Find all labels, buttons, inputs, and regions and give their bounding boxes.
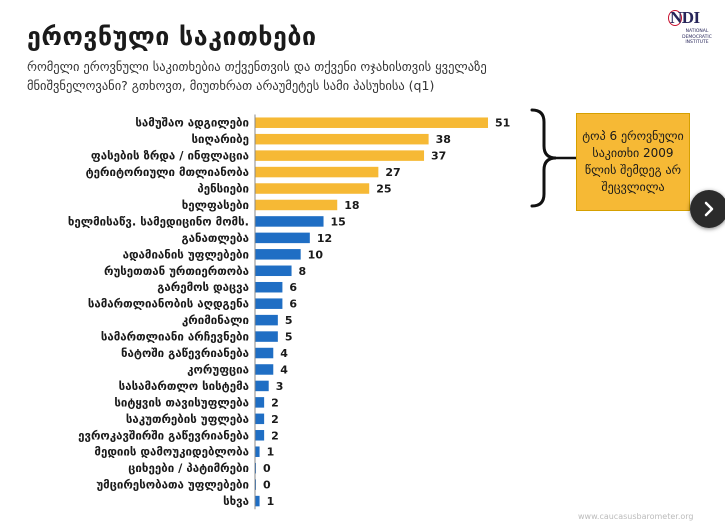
top6-brace <box>530 108 557 208</box>
data-label: 8 <box>299 265 307 278</box>
category-label: მედიის დამოუკიდებლობა <box>94 445 249 459</box>
bar <box>255 183 370 194</box>
category-label: სამუშაო ადგილები <box>135 116 249 130</box>
bar <box>255 133 429 145</box>
category-label: ევროკავშირში გაწევრიანება <box>78 428 249 442</box>
category-label: ადამიანის უფლებები <box>123 247 249 261</box>
category-label: ხელმისაწვ. სამედიცინო მომს. <box>68 214 249 228</box>
footer-url: www.caucasusbarometer.org <box>578 512 694 521</box>
bar <box>255 446 260 457</box>
category-label: უმცირესობათა უფლებები <box>96 478 249 492</box>
data-label: 5 <box>285 314 293 327</box>
bar <box>255 495 260 507</box>
bar <box>255 430 265 441</box>
data-label: 15 <box>331 215 346 228</box>
data-label: 5 <box>285 331 293 344</box>
note-box: ტოპ 6 ეროვნული საკითხი 2009 წლის შემდეგ … <box>576 113 690 211</box>
bar <box>255 249 301 260</box>
category-label: ციხეები / პატიმრები <box>128 461 249 475</box>
category-label: ნატოში გაწევრიანება <box>121 346 249 360</box>
category-label: კორუფცია <box>187 362 249 376</box>
bar <box>255 117 488 128</box>
next-slide-button[interactable] <box>690 190 725 228</box>
bar <box>255 281 283 293</box>
category-label: სამართლიანობის აღდგენა <box>88 297 249 311</box>
bar <box>255 265 292 277</box>
category-label: განათლება <box>181 231 249 245</box>
category-label: კრიმინალი <box>182 313 249 327</box>
data-label: 2 <box>271 429 279 442</box>
bar <box>255 347 274 359</box>
note-text: ტოპ 6 ეროვნული საკითხი 2009 წლის შემდეგ … <box>582 129 684 194</box>
data-label: 0 <box>263 479 271 492</box>
category-label: საკუთრების უფლება <box>126 412 249 426</box>
bar <box>255 216 324 227</box>
data-label: 4 <box>280 347 288 360</box>
data-label: 1 <box>267 446 275 459</box>
data-label: 38 <box>436 133 451 146</box>
logo-wordmark: NDI <box>670 8 700 27</box>
bar <box>255 232 310 244</box>
bar <box>255 314 278 326</box>
category-label: ტერიტორიული მთლიანობა <box>86 165 249 179</box>
data-label: 4 <box>280 363 288 376</box>
bar <box>255 150 425 161</box>
category-label: ხელფასები <box>182 198 249 212</box>
category-label: სასამართლო სისტემა <box>119 379 249 393</box>
bar <box>255 298 283 309</box>
category-label: სამართლიანი არჩევნები <box>101 330 249 344</box>
chevron-right-icon <box>704 201 714 217</box>
logo-subtext: NATIONAL DEMOCRATIC INSTITUTE <box>682 29 712 45</box>
bar <box>255 364 274 375</box>
data-label: 6 <box>289 281 297 294</box>
category-label: გარემოს დაცვა <box>157 280 249 294</box>
bar <box>255 331 278 342</box>
data-label: 3 <box>276 380 284 393</box>
data-label: 2 <box>271 396 279 409</box>
page-subtitle: რომელი ეროვნული საკითხებია თქვენთვის და … <box>27 59 487 93</box>
category-label: სიღარიბე <box>191 132 249 146</box>
data-label: 51 <box>495 117 510 130</box>
data-label: 6 <box>289 298 297 311</box>
data-label: 37 <box>431 150 446 163</box>
category-label: სიტყვის თავისუფლება <box>114 395 249 409</box>
data-label: 27 <box>385 166 400 179</box>
data-label: 1 <box>267 495 275 508</box>
ndi-logo: NDI NATIONAL DEMOCRATIC INSTITUTE <box>668 8 724 56</box>
data-label: 0 <box>263 462 271 475</box>
bar <box>255 413 265 425</box>
data-label: 10 <box>308 248 324 261</box>
category-label: სხვა <box>223 494 249 508</box>
data-label: 2 <box>271 413 279 426</box>
category-label: ფასების ზრდა / ინფლაცია <box>91 149 249 163</box>
bar <box>255 199 338 211</box>
category-label: რუსეთთან ურთიერთობა <box>104 264 249 278</box>
category-label: პენსიები <box>197 182 249 196</box>
page-title: ეროვნული საკითხები <box>27 22 317 51</box>
data-label: 12 <box>317 232 332 245</box>
bar <box>255 380 269 392</box>
bar <box>255 397 265 408</box>
data-label: 18 <box>344 199 359 212</box>
logo-seal-icon <box>668 10 682 26</box>
data-label: 25 <box>376 183 391 196</box>
bar <box>255 166 379 178</box>
